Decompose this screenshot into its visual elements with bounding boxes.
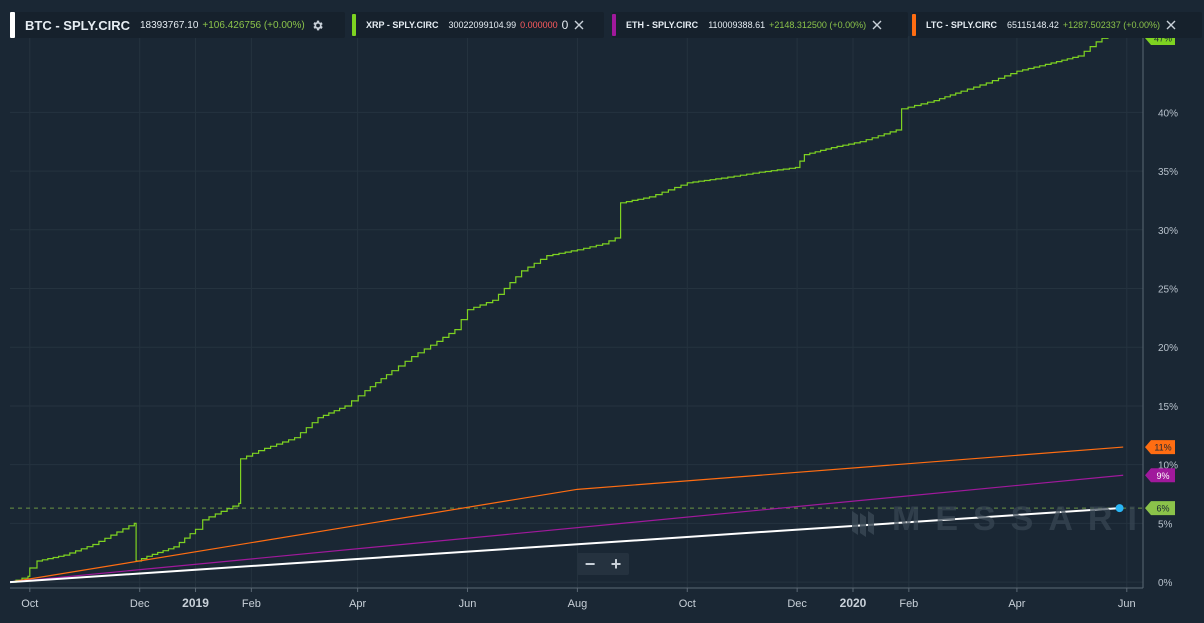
legend-ltc-value: 65115148.42 — [1007, 20, 1059, 30]
axes: 0% 5% 10% 15% 20% 25% 30% 35% 40% Oct Dec 2019 Feb Ap… — [10, 36, 1178, 610]
zoom-controls: − + — [577, 553, 629, 575]
legend-xrp-change: 0.000000 — [520, 20, 558, 30]
legend-eth-name: ETH - SPLY.CIRC — [626, 20, 699, 30]
series-layer — [10, 36, 1124, 584]
y-tick-label: 10% — [1158, 461, 1178, 472]
y-tick-label: 15% — [1158, 402, 1178, 413]
x-tick-label: Jun — [459, 598, 477, 610]
legend-xrp-trailing: 0 — [561, 18, 569, 32]
series-line-btc — [10, 507, 1120, 584]
series-badge-shape — [1145, 468, 1175, 483]
series-badge-label: 47% — [1154, 34, 1172, 44]
legend-ltc-swatch — [912, 14, 916, 36]
x-tick-label: 2020 — [840, 596, 867, 610]
legend-eth-value: 110009388.61 — [708, 20, 766, 30]
series-badge-label: 9% — [1156, 471, 1169, 481]
x-tick-label: Jun — [1118, 598, 1136, 610]
close-icon[interactable] — [1166, 20, 1176, 30]
watermark: MESSARI — [892, 500, 1152, 538]
x-tick-label: 2019 — [182, 596, 209, 610]
legend-ltc[interactable]: LTC - SPLY.CIRC 65115148.42 +1287.502337… — [912, 12, 1202, 38]
grid — [10, 36, 1143, 588]
series-badge-label: 6% — [1156, 504, 1169, 514]
series-line-xrp — [10, 36, 1109, 583]
series-badge-eth: 9% — [1145, 468, 1175, 483]
x-tick-label: Dec — [130, 598, 150, 610]
series-badge-ltc: 11% — [1145, 440, 1175, 455]
close-icon[interactable] — [872, 20, 882, 30]
legend-xrp-value: 30022099104.99 — [448, 20, 517, 30]
x-tick-label: Dec — [787, 598, 807, 610]
x-tick-label: Feb — [899, 598, 918, 610]
legend-bar: BTC - SPLY.CIRC 18393767.10 +106.426756 … — [0, 8, 1204, 40]
y-tick-label: 25% — [1158, 285, 1178, 296]
legend-ltc-name: LTC - SPLY.CIRC — [926, 20, 998, 30]
x-tick-label: Apr — [349, 598, 366, 610]
btc-endpoint-dot — [1115, 504, 1124, 513]
y-tick-label: 0% — [1158, 578, 1173, 589]
zoom-in-button[interactable]: + — [610, 554, 622, 574]
y-tick-label: 20% — [1158, 343, 1178, 354]
close-icon[interactable] — [574, 20, 584, 30]
gear-icon[interactable] — [311, 19, 324, 32]
series-badge-label: 11% — [1154, 443, 1171, 453]
y-tick-label: 30% — [1158, 226, 1178, 237]
legend-ltc-change: +1287.502337 (+0.00%) — [1062, 20, 1160, 30]
zoom-out-button[interactable]: − — [584, 554, 596, 574]
y-tick-label: 5% — [1158, 519, 1173, 530]
messari-logo-icon — [852, 511, 874, 537]
legend-btc[interactable]: BTC - SPLY.CIRC 18393767.10 +106.426756 … — [10, 12, 345, 38]
legend-btc-name: BTC - SPLY.CIRC — [25, 17, 130, 33]
y-tick-label: 35% — [1158, 167, 1178, 178]
y-tick-label: 40% — [1158, 108, 1178, 119]
legend-btc-swatch — [10, 12, 15, 38]
x-tick-label: Oct — [21, 598, 38, 610]
legend-eth[interactable]: ETH - SPLY.CIRC 110009388.61 +2148.31250… — [612, 12, 908, 38]
series-line-eth — [10, 474, 1124, 583]
legend-eth-swatch — [612, 14, 616, 36]
legend-btc-change: +106.426756 (+0.00%) — [202, 19, 305, 31]
x-tick-label: Feb — [242, 598, 261, 610]
series-badge-shape — [1145, 440, 1175, 455]
legend-eth-change: +2148.312500 (+0.00%) — [769, 20, 867, 30]
x-tick-label: Aug — [568, 598, 588, 610]
legend-xrp-name: XRP - SPLY.CIRC — [366, 20, 439, 30]
x-tick-label: Oct — [679, 598, 696, 610]
legend-xrp[interactable]: XRP - SPLY.CIRC 30022099104.99 0.000000 … — [352, 12, 604, 38]
series-badges: 47% 11% 9% 6% — [1145, 31, 1175, 516]
legend-btc-value: 18393767.10 — [139, 19, 199, 31]
series-line-ltc — [10, 446, 1124, 583]
series-badge-btc: 6% — [1145, 501, 1175, 516]
legend-xrp-swatch — [352, 14, 356, 36]
x-tick-label: Apr — [1008, 598, 1025, 610]
series-badge-shape — [1145, 501, 1175, 516]
